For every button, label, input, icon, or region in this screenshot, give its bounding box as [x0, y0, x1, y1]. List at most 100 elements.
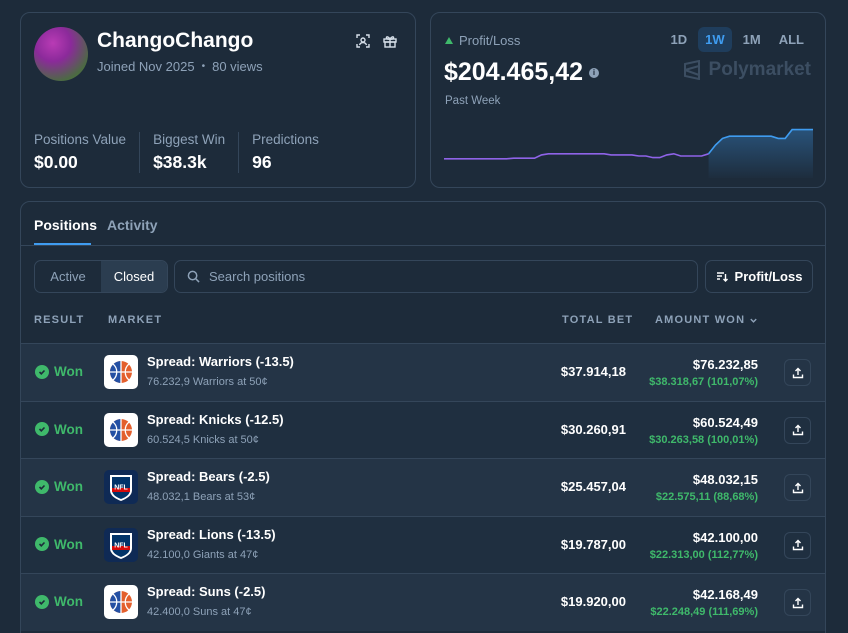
nba-logo-icon	[104, 412, 138, 447]
market-title[interactable]: Spread: Lions (-13.5)	[147, 526, 276, 542]
table-row[interactable]: Won NFL Spread: Lions (-13.5) 42.100,0 G…	[21, 515, 825, 573]
brand-name: Polymarket	[708, 59, 811, 80]
header-amount-won[interactable]: AMOUNT WON	[655, 314, 758, 326]
pnl-chart	[444, 128, 813, 178]
pnl-label: Profit/Loss	[459, 33, 521, 48]
range-all[interactable]: ALL	[778, 32, 804, 47]
market-subtitle: 76.232,9 Warriors at 50¢	[147, 376, 268, 388]
avatar[interactable]	[34, 27, 88, 81]
joined-date: Joined Nov 2025	[97, 59, 195, 74]
stat-label: Positions Value	[34, 132, 127, 147]
market-title[interactable]: Spread: Suns (-2.5)	[147, 584, 266, 599]
pnl-value-wrap: $204.465,42 i	[444, 58, 600, 87]
share-button[interactable]	[784, 359, 811, 386]
profit-value: $38.318,67 (101,07%)	[649, 376, 758, 388]
result-badge: Won	[35, 364, 83, 379]
nfl-logo-text: NFL	[114, 485, 128, 492]
share-icon	[792, 367, 803, 378]
range-selector: 1D 1W 1M ALL	[664, 27, 811, 52]
username: ChangoChango	[97, 29, 254, 52]
header-result: RESULT	[34, 314, 85, 326]
amount-won: $48.032,15	[692, 472, 758, 487]
polymarket-logo-icon	[683, 60, 700, 80]
nba-logo-icon	[104, 355, 138, 389]
pnl-card: Profit/Loss $204.465,42 i Past Week 1D 1…	[430, 12, 826, 188]
scan-icon[interactable]	[355, 33, 371, 49]
profit-value: $22.575,11 (88,68%)	[655, 491, 758, 503]
search-input[interactable]	[209, 269, 659, 284]
table-row[interactable]: Won NFL Spread: Bears (-2.5) 48.032,1 Be…	[21, 458, 825, 516]
market-title[interactable]: Spread: Bears (-2.5)	[147, 469, 270, 484]
header-amount-won-label: AMOUNT WON	[655, 314, 746, 326]
total-bet: $37.914,18	[560, 364, 626, 379]
amount-won: $42.168,49	[692, 587, 758, 602]
check-circle-icon	[35, 422, 49, 436]
triangle-up-icon	[445, 37, 453, 44]
pnl-value: $204.465,42	[444, 58, 584, 86]
check-circle-icon	[35, 537, 49, 551]
share-button[interactable]	[784, 416, 811, 444]
stat-label: Predictions	[252, 132, 319, 147]
toggle-closed[interactable]: Closed	[101, 261, 167, 292]
market-title[interactable]: Spread: Knicks (-12.5)	[147, 411, 284, 427]
view-count: 80 views	[212, 59, 263, 74]
table-row[interactable]: Won Spread: Suns (-2.5) 42.400,0 Suns at…	[21, 573, 825, 631]
status-toggle: Active Closed	[34, 260, 168, 293]
profile-stats: Positions Value $0.00 Biggest Win $38.3k…	[34, 132, 345, 173]
table-row[interactable]: Won Spread: Warriors (-13.5) 76.232,9 Wa…	[21, 343, 825, 401]
share-icon	[792, 482, 803, 493]
result-badge: Won	[35, 594, 83, 609]
gift-icon[interactable]	[382, 33, 398, 49]
result-badge: Won	[35, 422, 83, 437]
stat-biggest-win: Biggest Win $38.3k	[153, 132, 240, 173]
range-1w[interactable]: 1W	[698, 27, 732, 52]
chevron-down-icon	[750, 318, 757, 323]
total-bet: $30.260,91	[560, 421, 626, 437]
profile-card: ChangoChango Joined Nov 2025 • 80 views …	[20, 12, 416, 188]
header-market: MARKET	[108, 314, 163, 326]
result-label: Won	[54, 594, 83, 609]
range-1m[interactable]: 1M	[742, 32, 761, 47]
amount-won: $42.100,00	[692, 529, 758, 545]
market-title[interactable]: Spread: Warriors (-13.5)	[147, 354, 294, 369]
active-tab-indicator	[34, 243, 91, 245]
total-bet: $19.787,00	[560, 536, 626, 552]
profit-value: $22.313,00 (112,77%)	[649, 548, 758, 561]
market-subtitle: 42.100,0 Giants at 47¢	[147, 548, 259, 561]
positions-tabs: Positions Activity	[21, 202, 825, 246]
result-label: Won	[54, 536, 83, 552]
toggle-active[interactable]: Active	[50, 269, 86, 284]
amount-won: $60.524,49	[692, 414, 758, 430]
sort-button[interactable]: Profit/Loss	[705, 260, 813, 293]
nfl-logo-text: NFL	[114, 542, 128, 549]
header-total-bet[interactable]: TOTAL BET	[562, 314, 634, 326]
chart-line-early	[444, 152, 709, 160]
stat-positions-value: Positions Value $0.00	[34, 132, 141, 173]
range-1d[interactable]: 1D	[670, 32, 688, 47]
tab-activity[interactable]: Activity	[107, 217, 158, 233]
info-icon[interactable]: i	[589, 67, 600, 78]
share-button[interactable]	[784, 531, 811, 559]
total-bet: $25.457,04	[560, 479, 626, 494]
share-button[interactable]	[784, 474, 811, 501]
search-box	[174, 260, 698, 293]
result-label: Won	[54, 421, 83, 437]
nba-logo-icon	[104, 585, 138, 619]
meta-separator: •	[201, 61, 206, 72]
share-button[interactable]	[784, 589, 811, 616]
sort-icon	[716, 271, 728, 282]
profit-value: $30.263,58 (100,01%)	[649, 433, 758, 446]
share-icon	[792, 424, 803, 436]
chart-line-late	[707, 128, 813, 155]
stat-value: 96	[252, 152, 272, 172]
result-badge: Won	[35, 537, 83, 552]
tab-positions[interactable]: Positions	[34, 217, 98, 233]
sort-label: Profit/Loss	[734, 269, 803, 284]
search-icon	[187, 270, 200, 283]
result-label: Won	[54, 479, 83, 494]
result-badge: Won	[35, 479, 83, 494]
share-icon	[792, 539, 803, 551]
table-row[interactable]: Won Spread: Knicks (-12.5) 60.524,5 Knic…	[21, 400, 825, 458]
check-circle-icon	[35, 364, 49, 379]
market-subtitle: 60.524,5 Knicks at 50¢	[147, 433, 259, 446]
